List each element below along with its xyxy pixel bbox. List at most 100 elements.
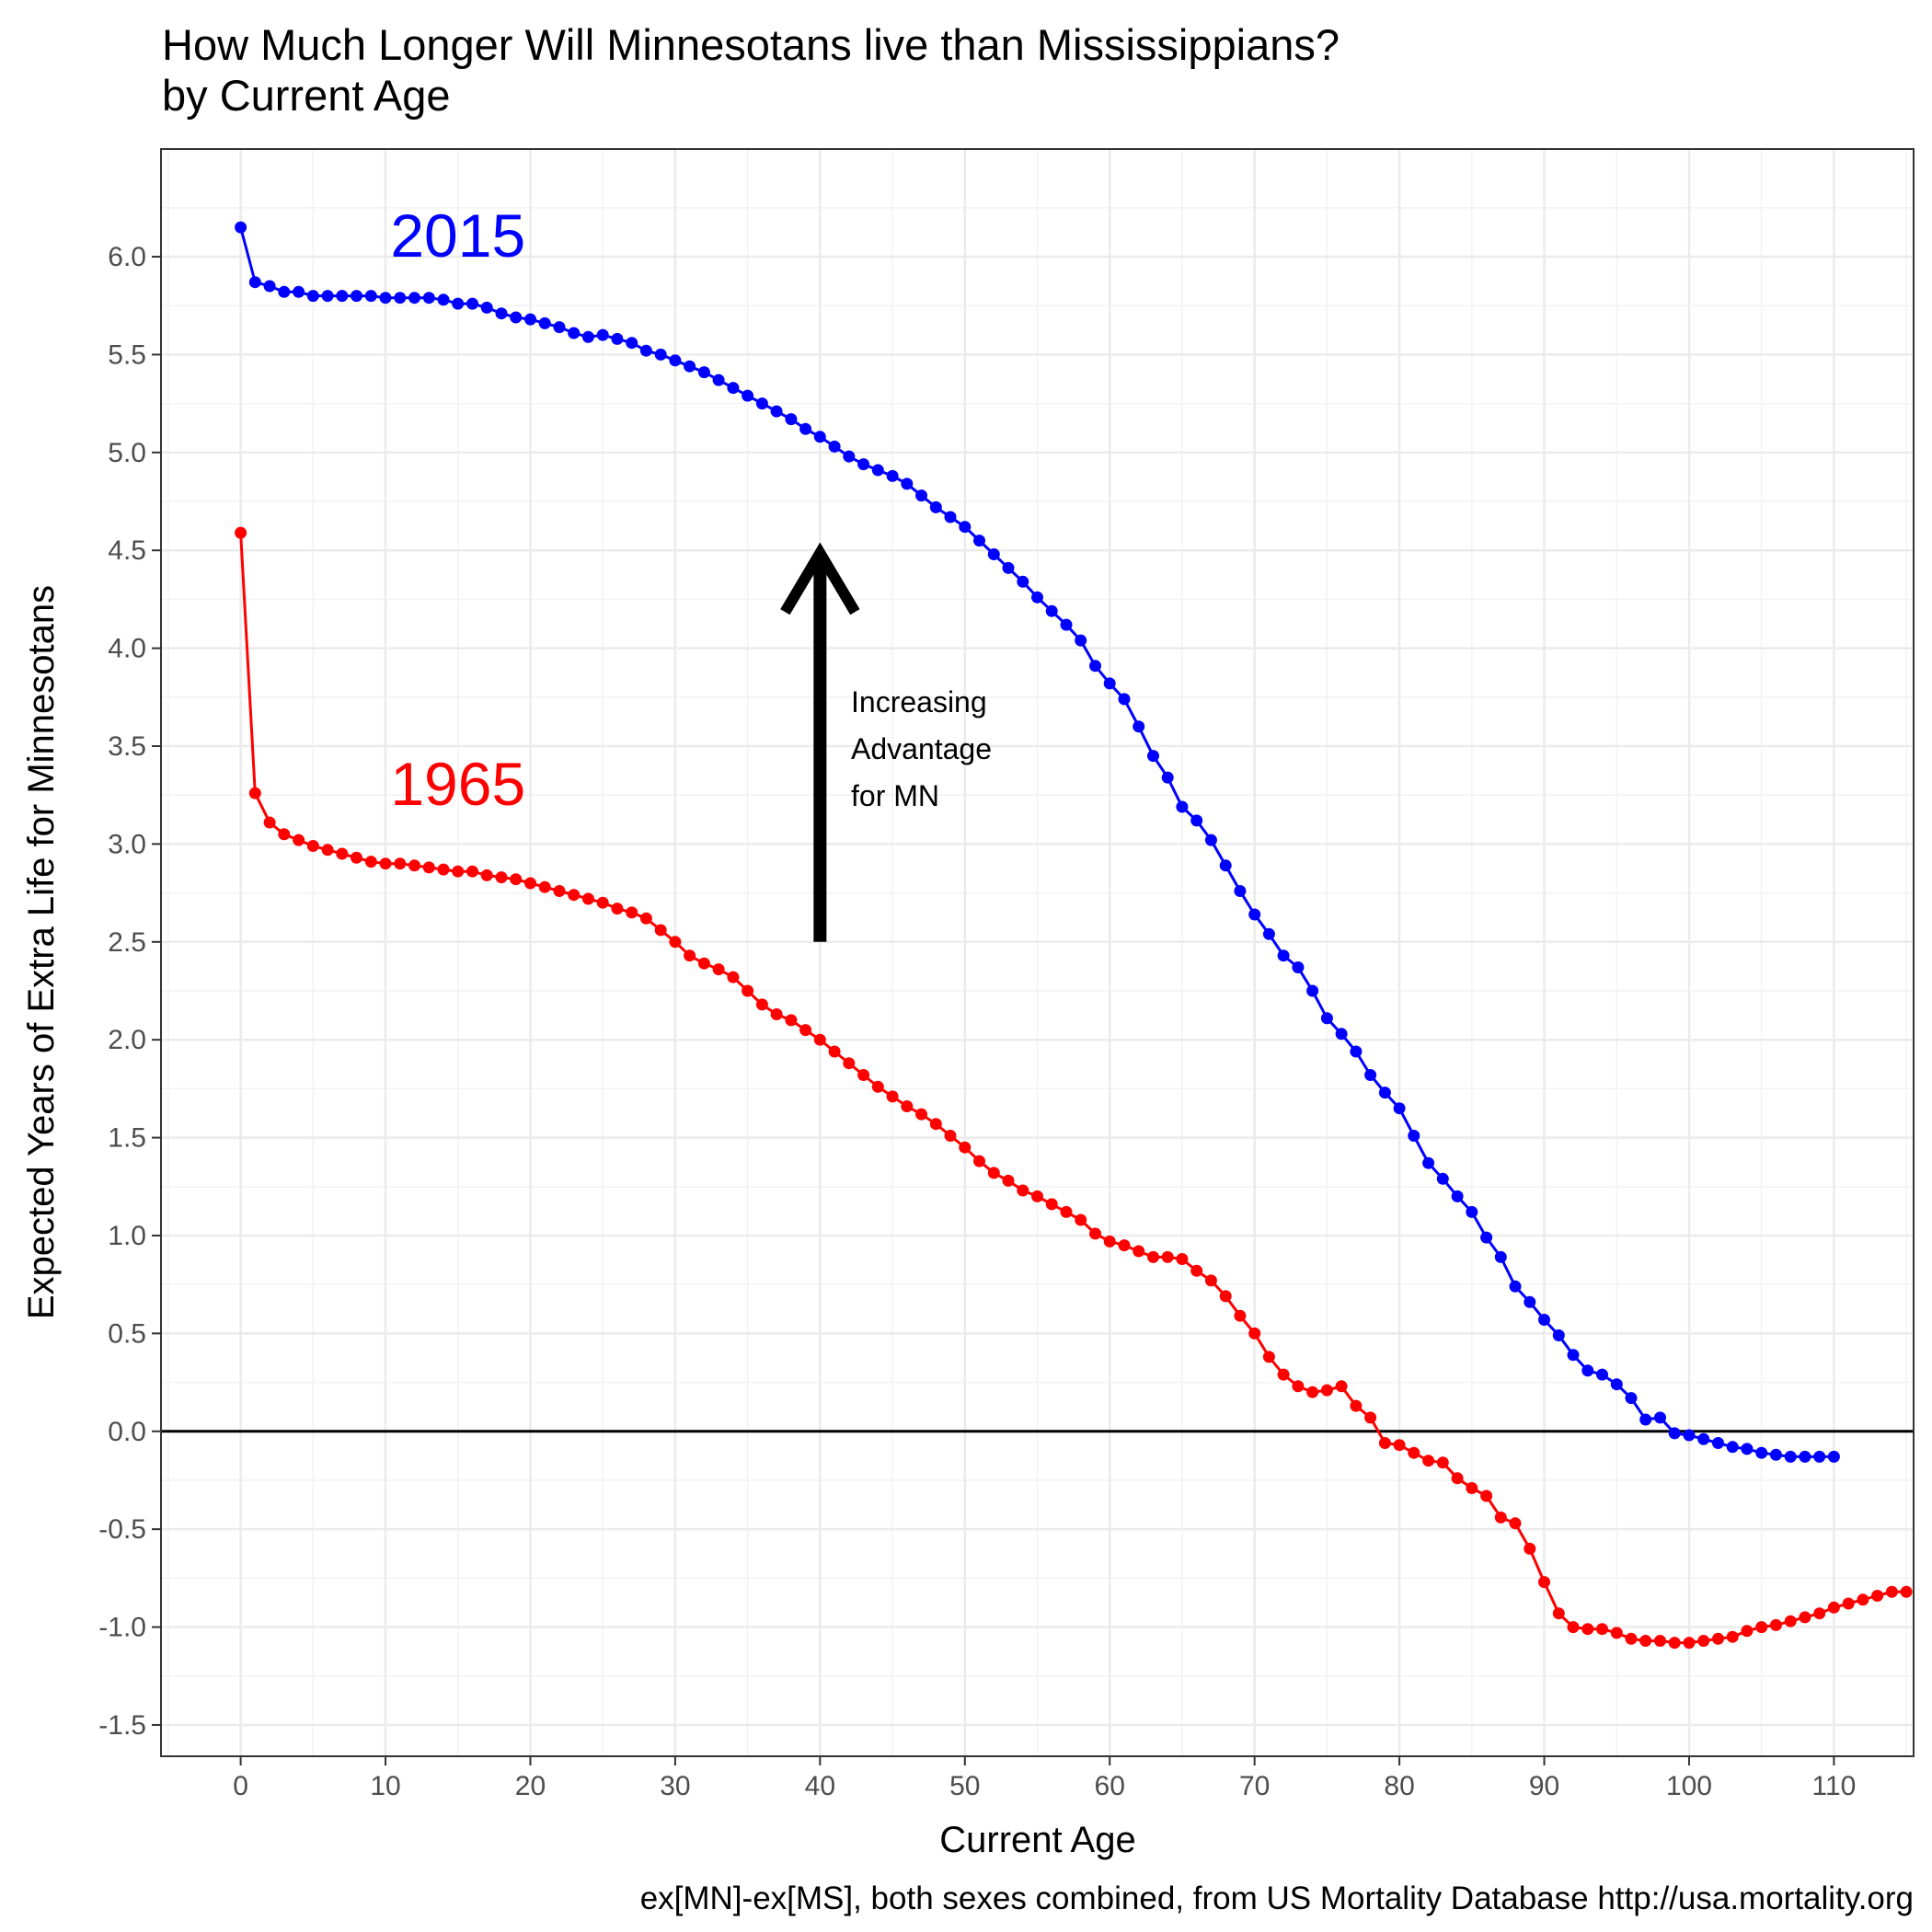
data-point [828, 1045, 841, 1058]
data-point [843, 450, 856, 463]
data-point [524, 877, 536, 890]
data-point [524, 313, 536, 326]
data-point [1769, 1448, 1782, 1461]
y-tick-label: -0.5 [98, 1514, 146, 1545]
data-point [1827, 1601, 1840, 1614]
data-point [1060, 1205, 1073, 1218]
data-point [973, 1155, 985, 1167]
data-point [1335, 1380, 1348, 1393]
data-point [336, 847, 349, 860]
data-point [1654, 1411, 1666, 1424]
data-point [422, 292, 435, 305]
x-tick-label: 70 [1239, 1771, 1270, 1801]
data-point [987, 548, 1000, 560]
data-point [1741, 1625, 1754, 1638]
data-point [944, 1130, 957, 1142]
data-point [1422, 1455, 1435, 1467]
data-point [1045, 1198, 1058, 1211]
data-point [437, 863, 450, 876]
data-point [1683, 1429, 1696, 1442]
data-point [1234, 885, 1247, 897]
data-point [1726, 1441, 1739, 1454]
annotation: Increasing Advantage for MN [780, 542, 992, 942]
data-point [1683, 1637, 1696, 1650]
data-point [1393, 1102, 1406, 1115]
data-point [1408, 1130, 1420, 1142]
data-point [1726, 1630, 1739, 1643]
y-tick-label: 2.5 [108, 927, 146, 958]
data-point [1625, 1392, 1638, 1405]
data-point [248, 276, 261, 289]
data-point [857, 1069, 870, 1081]
data-point [1524, 1295, 1536, 1308]
x-tick-label: 30 [660, 1771, 690, 1801]
data-point [1524, 1542, 1536, 1555]
y-tick-label: 0.0 [108, 1417, 146, 1447]
x-tick-label: 90 [1529, 1771, 1559, 1801]
data-point [1639, 1413, 1652, 1426]
data-point [799, 1024, 812, 1037]
data-point [959, 1141, 972, 1154]
data-point [785, 413, 798, 426]
y-axis: -1.5 -1.0 -0.5 0.0 0.5 1.0 1.5 2.0 2.5 3.0 3.5 4.0 4… [98, 242, 161, 1741]
y-tick-label: -1.0 [98, 1613, 146, 1643]
data-point [1596, 1623, 1608, 1636]
data-point [1451, 1472, 1464, 1485]
data-point [697, 957, 710, 970]
data-point [1234, 1309, 1247, 1322]
data-point [639, 912, 652, 925]
data-point [480, 301, 493, 314]
arrow-head-icon [780, 542, 860, 615]
y-tick-label: 3.5 [108, 731, 146, 762]
x-tick-label: 20 [515, 1771, 546, 1801]
data-point [1769, 1618, 1782, 1631]
data-point [639, 344, 652, 357]
data-point [263, 280, 276, 293]
data-point [654, 348, 667, 361]
data-point [742, 984, 754, 997]
data-point [364, 290, 377, 303]
data-point [408, 859, 420, 872]
data-point [1320, 1012, 1333, 1025]
data-point [321, 844, 334, 857]
data-point [306, 290, 319, 303]
data-point [1538, 1576, 1550, 1589]
minor-gridlines [161, 149, 1914, 1756]
major-gridlines [161, 149, 1914, 1756]
data-point [568, 889, 581, 902]
data-point [1089, 1227, 1101, 1240]
data-point [799, 422, 812, 435]
x-tick-label: 40 [805, 1771, 835, 1801]
data-point [495, 871, 508, 884]
data-point [742, 389, 754, 402]
y-tick-label: 5.5 [108, 339, 146, 370]
data-point [1596, 1368, 1608, 1381]
data-point [813, 1033, 826, 1046]
data-point [886, 469, 899, 482]
data-point [538, 880, 551, 893]
data-point [915, 1108, 927, 1121]
data-point [452, 865, 465, 878]
data-point [1581, 1364, 1594, 1377]
data-point [1147, 750, 1159, 763]
data-point [1133, 720, 1145, 733]
data-point [351, 851, 362, 864]
x-tick-label: 60 [1095, 1771, 1125, 1801]
data-point [1190, 1264, 1203, 1277]
annotation-line-2: Advantage [851, 732, 992, 765]
data-point [901, 1100, 914, 1112]
y-tick-label: -1.5 [98, 1710, 146, 1741]
data-point [408, 292, 420, 305]
data-point [755, 998, 768, 1011]
data-point [1277, 1368, 1290, 1381]
data-point [626, 906, 638, 919]
data-point [1712, 1437, 1724, 1449]
data-point [1466, 1482, 1478, 1494]
data-point [1654, 1635, 1666, 1647]
data-point [1784, 1450, 1797, 1463]
data-point [510, 311, 523, 324]
data-point [293, 285, 305, 298]
data-point [379, 857, 392, 870]
data-point [1306, 984, 1319, 997]
